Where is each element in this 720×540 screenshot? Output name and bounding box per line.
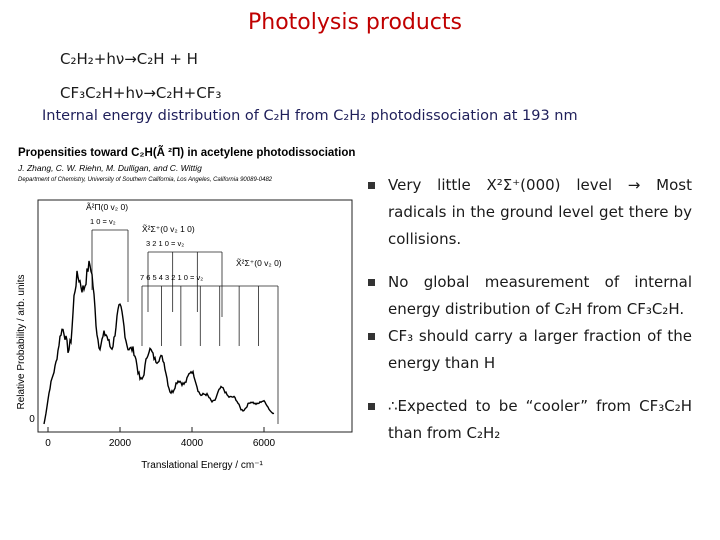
figure-affiliation: Department of Chemistry, University of S…	[18, 177, 273, 183]
bullet: No global measurement of internal energy…	[366, 269, 692, 323]
figure: Propensities toward C₂H(Ã ²Π) in acetyle…	[16, 146, 355, 471]
comb-label: X̃²Σ⁺(0 v₂ 1 0)	[142, 224, 195, 234]
x-tick-label: 0	[45, 438, 51, 449]
spectrum-curve	[43, 260, 275, 425]
x-axis-label: Translational Energy / cm⁻¹	[141, 460, 263, 471]
comb-levels: 1 0 = v₂	[90, 217, 116, 226]
comb-label: Ã²Π(0 v₂ 0)	[86, 202, 128, 212]
figure-authors: J. Zhang, C. W. Riehn, M. Dulligan, and …	[17, 163, 202, 173]
comb-levels: 7 6 5 4 3 2 1 0 = v₂	[140, 273, 203, 282]
comb-label: X̃²Σ⁺(0 v₂ 0)	[236, 258, 282, 268]
comb-levels: 3 2 1 0 = v₂	[146, 239, 184, 248]
combs	[91, 229, 279, 424]
reaction: CF₃C₂H+hν→C₂H+CF₃	[60, 84, 222, 102]
bullet: ∴Expected to be “cooler” from CF₃C₂H tha…	[366, 393, 692, 447]
bullet: CF₃ should carry a larger fraction of th…	[366, 323, 692, 377]
y-tick-label: 0	[29, 414, 35, 425]
y-axis-label: Relative Probability / arb. units	[16, 274, 27, 409]
x-tick-label: 6000	[253, 438, 276, 449]
bullet-list: Very little X²Σ⁺(000) level → Most radic…	[366, 172, 692, 447]
subtitle: Internal energy distribution of C₂H from…	[42, 108, 578, 124]
bullet: Very little X²Σ⁺(000) level → Most radic…	[366, 172, 692, 253]
slide-title: Photolysis products	[248, 10, 462, 35]
x-tick-label: 4000	[181, 438, 204, 449]
x-tick-label: 2000	[109, 438, 132, 449]
plot-frame	[37, 199, 353, 433]
figure-title: Propensities toward C₂H(Ã ²Π) in acetyle…	[18, 146, 355, 159]
reaction: C₂H₂+hν→C₂H + H	[60, 50, 198, 68]
